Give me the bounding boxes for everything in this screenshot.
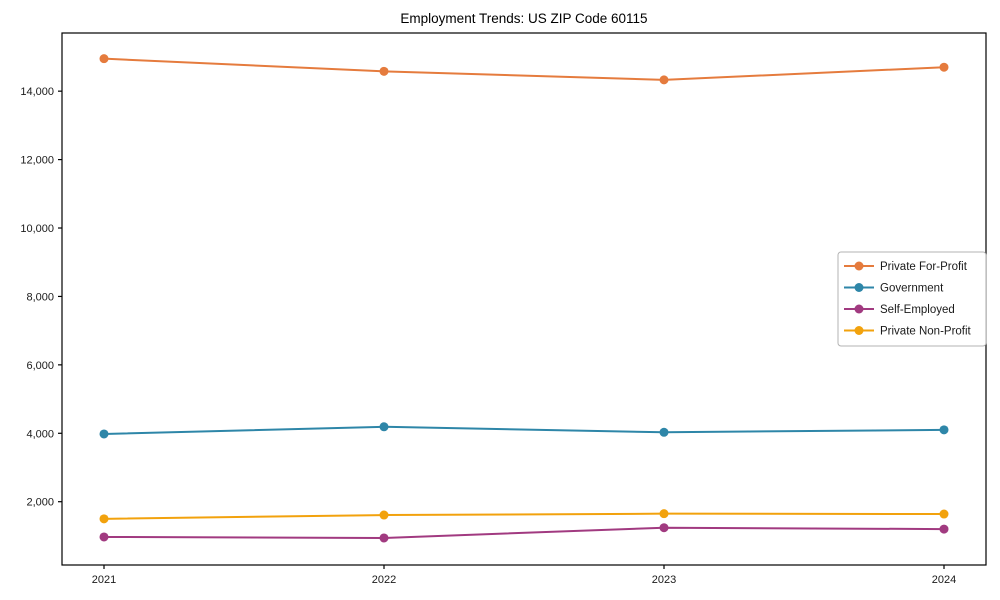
- series-marker-private-non-profit: [99, 514, 109, 524]
- legend-label: Private Non-Profit: [880, 326, 972, 338]
- y-tick-label: 14,000: [20, 86, 54, 98]
- y-tick-label: 2,000: [26, 497, 54, 509]
- y-tick-label: 6,000: [26, 360, 54, 372]
- legend-label: Private For-Profit: [880, 261, 968, 273]
- series-marker-government: [99, 429, 109, 439]
- legend-marker-sample: [854, 283, 864, 292]
- series-marker-private-for-profit: [939, 62, 949, 72]
- x-tick-label: 2022: [372, 574, 396, 586]
- series-marker-government: [379, 422, 389, 432]
- series-marker-self-employed: [379, 533, 389, 543]
- legend-label: Government: [880, 283, 944, 295]
- x-tick-label: 2024: [932, 574, 956, 586]
- series-marker-self-employed: [939, 524, 949, 534]
- chart-title: Employment Trends: US ZIP Code 60115: [400, 11, 648, 26]
- series-marker-government: [659, 427, 669, 437]
- x-tick-label: 2021: [92, 574, 116, 586]
- series-line-private-non-profit: [103, 512, 945, 520]
- series-line-government: [103, 425, 945, 435]
- x-tick-label: 2023: [652, 574, 676, 586]
- series-line-self-employed: [103, 526, 945, 539]
- series-marker-private-for-profit: [379, 66, 389, 76]
- y-tick-label: 12,000: [20, 155, 54, 167]
- series-marker-private-non-profit: [659, 509, 669, 519]
- series-marker-government: [939, 425, 949, 435]
- series-marker-private-for-profit: [99, 54, 109, 64]
- series-line-private-for-profit: [103, 57, 945, 81]
- y-tick-label: 8,000: [26, 291, 54, 303]
- legend-marker-sample: [854, 326, 864, 335]
- y-tick-label: 10,000: [20, 223, 54, 235]
- series-marker-private-for-profit: [659, 75, 669, 85]
- y-tick-label: 4,000: [26, 428, 54, 440]
- legend-label: Self-Employed: [880, 304, 955, 316]
- series-marker-self-employed: [99, 532, 109, 542]
- legend-box: [837, 251, 987, 347]
- series-marker-private-non-profit: [939, 509, 949, 519]
- series-marker-self-employed: [659, 523, 669, 533]
- legend-marker-sample: [854, 261, 864, 271]
- legend-marker-sample: [854, 304, 864, 314]
- series-marker-private-non-profit: [379, 510, 389, 520]
